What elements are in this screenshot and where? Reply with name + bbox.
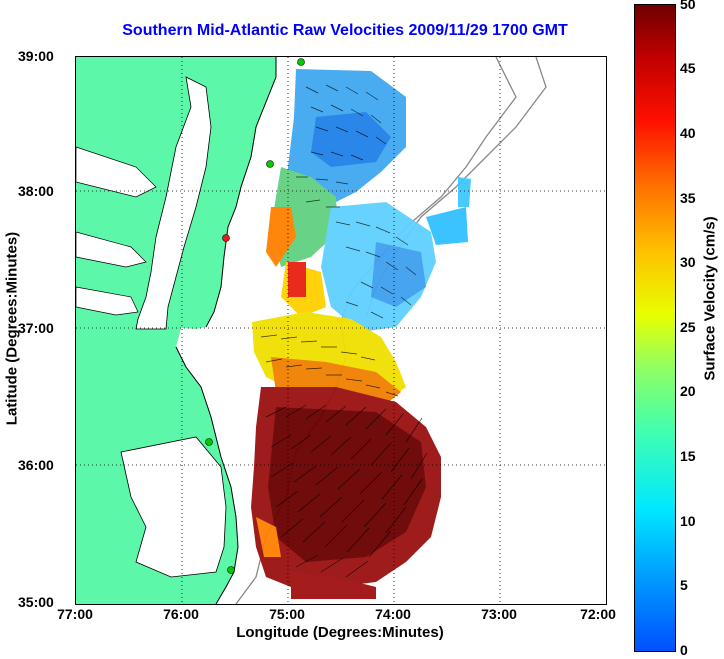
lon-tick: 76:00: [163, 606, 199, 622]
colorbar-tick: 5: [680, 577, 688, 593]
station-marker: [297, 58, 305, 66]
colorbar-label: Surface Velocity (cm/s): [701, 216, 719, 381]
station-marker: [222, 234, 230, 242]
colorbar-tick: 10: [680, 513, 696, 529]
velocity-map: [75, 56, 607, 605]
lat-tick: 35:00: [18, 594, 54, 610]
lat-tick: 39:00: [18, 48, 54, 64]
lon-tick: 75:00: [269, 606, 305, 622]
radar-stations: [205, 58, 305, 574]
colorbar-tick: 35: [680, 190, 696, 206]
x-axis-label: Longitude (Degrees:Minutes): [236, 624, 444, 641]
lat-tick: 38:00: [18, 183, 54, 199]
chesapeake-bay: [135, 76, 212, 330]
velocity-vectors: [260, 84, 428, 578]
map-grid: [76, 57, 606, 604]
colorbar-tick: 0: [680, 642, 688, 658]
pamlico-sound: [120, 436, 227, 578]
map-title: Southern Mid-Atlantic Raw Velocities 200…: [122, 22, 568, 39]
velocity-field: [251, 69, 471, 599]
lon-tick: 73:00: [481, 606, 517, 622]
lat-tick: 37:00: [18, 320, 54, 336]
map-svg: [76, 57, 606, 604]
coastline: [175, 57, 277, 604]
lat-tick: 36:00: [18, 457, 54, 473]
station-marker: [227, 566, 235, 574]
colorbar-tick: 15: [680, 448, 696, 464]
lon-tick: 72:00: [580, 606, 616, 622]
colorbar-tick: 20: [680, 383, 696, 399]
colorbar-tick: 40: [680, 125, 696, 141]
colorbar-tick: 30: [680, 254, 696, 270]
station-marker: [205, 438, 213, 446]
colorbar-tick: 25: [680, 319, 696, 335]
station-marker: [266, 160, 274, 168]
velocity-colorbar: [634, 4, 676, 652]
lon-tick: 74:00: [375, 606, 411, 622]
colorbar-tick: 50: [680, 0, 696, 12]
y-axis-label: Latitude (Degrees:Minutes): [3, 231, 21, 426]
colorbar-tick: 45: [680, 60, 696, 76]
lon-tick: 77:00: [57, 606, 93, 622]
